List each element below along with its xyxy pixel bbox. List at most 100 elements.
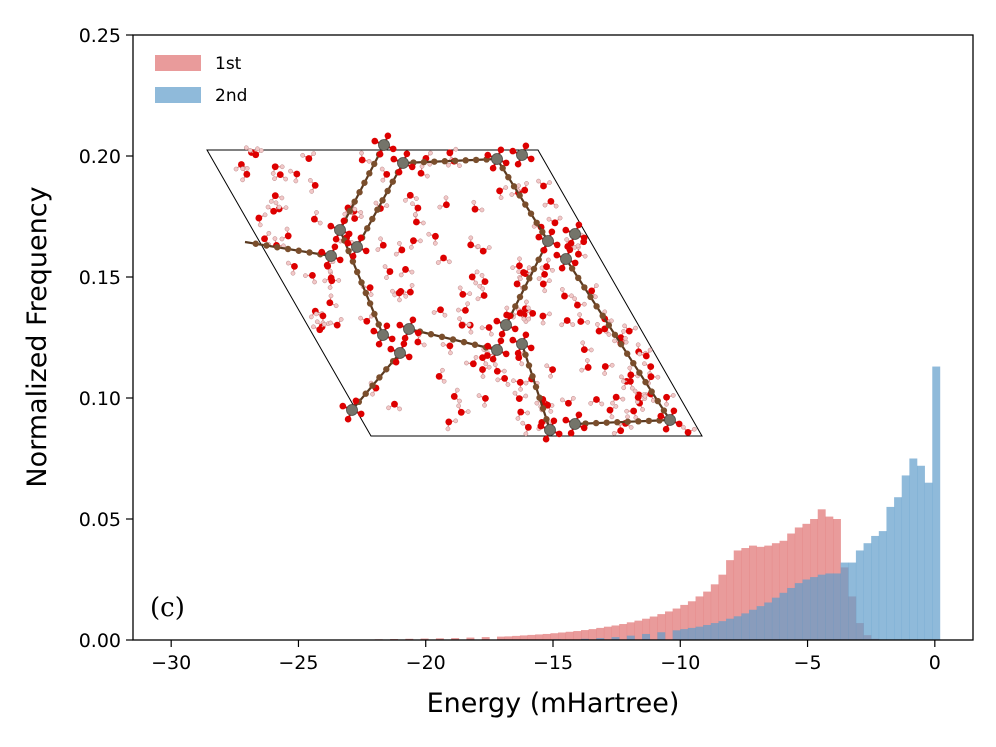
hydrogen-atom [432, 240, 438, 246]
oxygen-atom [515, 395, 523, 403]
bar-1st-3 [420, 638, 429, 640]
oxygen-atom [362, 247, 370, 255]
carbon-atom [529, 373, 536, 380]
metal-atom [397, 157, 409, 169]
metal-atom [346, 404, 358, 416]
hydrogen-atom [368, 292, 374, 297]
hydrogen-atom [474, 269, 480, 275]
hydrogen-atom [637, 351, 642, 357]
hydrogen-atom [621, 378, 626, 384]
carbon-atom [376, 374, 383, 381]
oxygen-atom [327, 274, 335, 282]
hydrogen-atom [468, 329, 474, 335]
carbon-atom [624, 418, 631, 425]
hydrogen-atom [559, 397, 565, 403]
hydrogen-atom [642, 361, 647, 367]
hydrogen-atom [453, 418, 459, 424]
bar-1st-37 [718, 574, 727, 640]
linker-bond [402, 157, 498, 165]
hydrogen-atom [285, 260, 291, 266]
metal-atom [351, 241, 363, 253]
oxygen-atom [401, 334, 409, 342]
metal-atom [378, 139, 390, 151]
hydrogen-atom [410, 201, 415, 207]
oxygen-atom [332, 235, 340, 243]
oxygen-atom [408, 163, 416, 171]
hydrogen-atom [523, 431, 529, 437]
bar-1st-46 [787, 533, 796, 640]
hydrogen-atom [465, 409, 471, 414]
y-axis-ticks: 0.00 0.05 0.10 0.15 0.20 0.25 [79, 25, 133, 652]
bar-1st-32 [680, 604, 689, 640]
hydrogen-atom [534, 400, 540, 406]
oxygen-atom [647, 363, 655, 371]
bar-2nd-11 [695, 626, 704, 640]
oxygen-atom [509, 147, 517, 155]
hydrogen-atom [244, 166, 250, 171]
bar-1st-36 [710, 584, 719, 640]
hydrogen-atom [593, 294, 598, 300]
oxygen-atom [567, 239, 575, 247]
hydrogen-atom [609, 414, 615, 420]
hydrogen-atom [475, 243, 481, 249]
hydrogen-atom [503, 185, 509, 190]
bar-2nd-27 [817, 574, 826, 640]
carbon-atom [471, 341, 479, 348]
oxygen-atom [445, 418, 453, 426]
hydrogen-atom [442, 312, 448, 318]
hydrogen-atom [547, 311, 552, 317]
oxygen-atom [553, 251, 561, 259]
hydrogen-atom [303, 273, 308, 278]
bar-1st-18 [573, 631, 582, 640]
oxygen-atom [391, 400, 398, 408]
oxygen-atom [333, 321, 341, 329]
oxygen-atom [305, 155, 313, 162]
linker-bond [505, 240, 549, 326]
bar-2nd-4 [611, 637, 620, 640]
bar-2nd-22 [779, 592, 788, 640]
metal-atom [544, 424, 556, 436]
oxygen-atom [340, 217, 348, 225]
hydrogen-atom [548, 373, 553, 379]
oxygen-atom [390, 155, 398, 163]
bar-1st-25 [626, 622, 635, 640]
hydrogen-atom [317, 220, 323, 226]
hydrogen-atom [283, 176, 289, 182]
bar-1st-16 [558, 632, 567, 640]
bar-2nd-18 [749, 609, 757, 640]
oxygen-atom [468, 273, 476, 281]
oxygen-atom [414, 329, 422, 337]
hydrogen-atom [426, 231, 432, 237]
oxygen-atom [344, 239, 352, 247]
oxygen-atom [566, 246, 574, 254]
hydrogen-atom [290, 270, 296, 276]
hydrogen-atom [403, 197, 408, 203]
carbon-atom [516, 192, 523, 199]
bar-1st-11 [519, 635, 528, 640]
oxygen-atom [479, 247, 487, 255]
hydrogen-atom [625, 414, 630, 420]
hydrogen-atom [572, 296, 577, 302]
bar-2nd-41 [924, 482, 933, 640]
hydrogen-atom [546, 257, 551, 263]
hydrogen-atom [378, 236, 383, 242]
hydrogen-atom [621, 328, 626, 334]
oxygen-atom [498, 330, 506, 338]
oxygen-atom [442, 201, 450, 209]
oxygen-atom [567, 429, 575, 437]
hydrogen-atom [468, 235, 474, 241]
hydrogen-atom [283, 205, 289, 211]
bar-1st-33 [687, 601, 696, 640]
hydrogen-atom [233, 166, 239, 172]
carbon-atom [460, 338, 468, 346]
hydrogen-atom [398, 272, 404, 278]
carbon-atom [611, 331, 619, 338]
hydrogen-atom [467, 291, 473, 297]
hydrogen-atom [314, 319, 320, 325]
hydrogen-atom [547, 278, 552, 284]
oxygen-atom [406, 288, 414, 296]
carbon-atom [361, 179, 368, 186]
oxygen-atom [395, 289, 403, 297]
oxygen-atom [553, 241, 561, 249]
hydrogen-atom [618, 374, 624, 380]
